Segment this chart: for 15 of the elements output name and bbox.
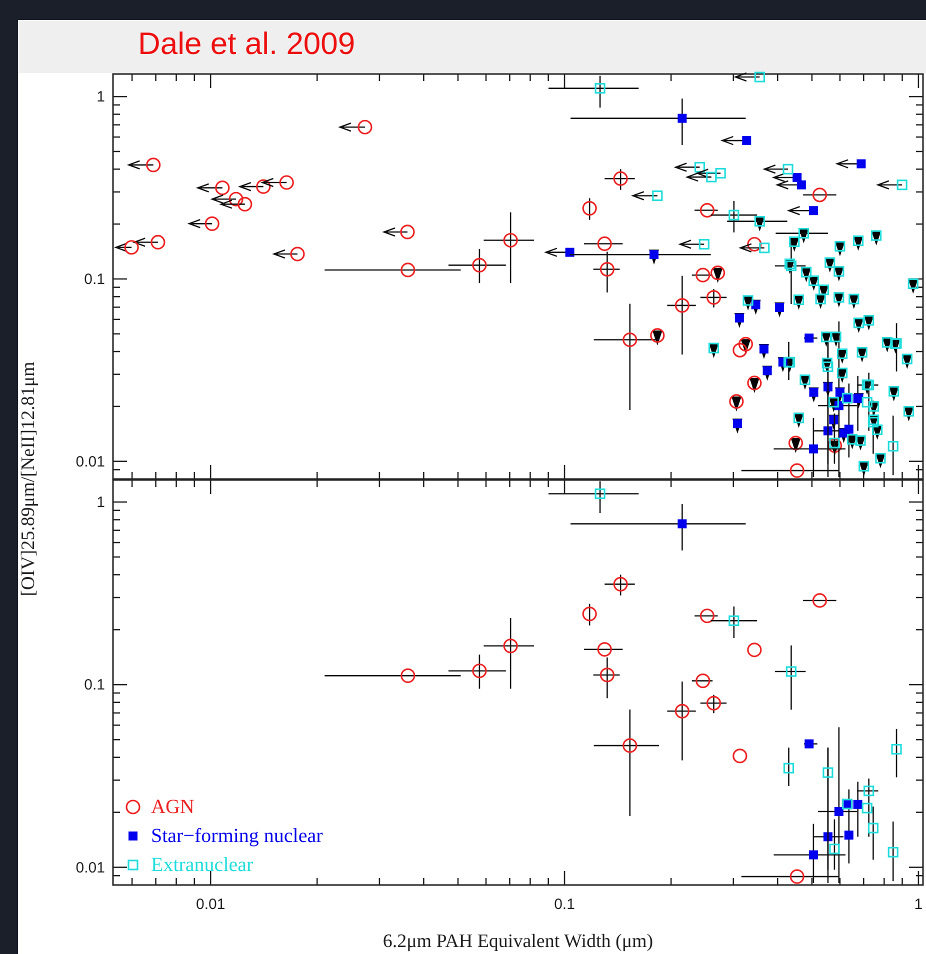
chart-title: Dale et al. 2009 bbox=[138, 26, 356, 61]
x-axis-title: 6.2μm PAH Equivalent Width (μm) bbox=[382, 931, 654, 952]
y-tick-label: 0.01 bbox=[76, 859, 105, 876]
y-tick-label: 0.1 bbox=[84, 676, 105, 694]
y-axis-title: [OIV]25.89μm/[NeII]12.81μm bbox=[18, 361, 39, 596]
y-tick-label: 0.01 bbox=[76, 453, 105, 470]
y-tick-label: 0.1 bbox=[84, 270, 105, 288]
x-tick-label: 0.01 bbox=[196, 896, 226, 913]
legend-label: Star−forming nuclear bbox=[151, 825, 324, 847]
y-tick-label: 1 bbox=[96, 88, 105, 106]
y-tick-label: 1 bbox=[96, 494, 105, 512]
x-tick-label: 1 bbox=[914, 896, 923, 913]
x-tick-label: 0.1 bbox=[554, 896, 575, 913]
legend-label: Extranuclear bbox=[151, 854, 254, 876]
legend-label: AGN bbox=[151, 796, 194, 818]
